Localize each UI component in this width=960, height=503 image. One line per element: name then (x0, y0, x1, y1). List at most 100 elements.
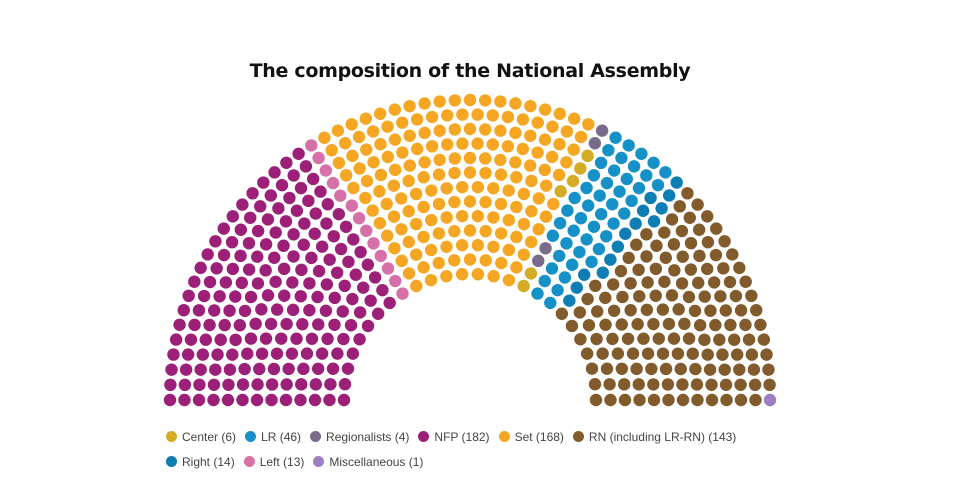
seat-dot (383, 296, 396, 310)
seat-dot (347, 233, 360, 246)
seat-dot (244, 332, 258, 345)
seat-dot (296, 318, 309, 331)
seat-dot (700, 262, 714, 276)
seat-dot (525, 235, 538, 249)
seat-dot (620, 172, 634, 186)
seat-dot (587, 220, 601, 233)
seat-dot (479, 254, 492, 267)
seat-dot (682, 332, 696, 345)
seat-dot (381, 150, 395, 164)
seat-dot (433, 153, 446, 167)
seat-dot (494, 197, 508, 211)
seat-dot (380, 197, 393, 211)
seat-dot (487, 270, 500, 283)
seat-dot (323, 393, 336, 407)
seat-dot (287, 169, 300, 182)
seat-dot (525, 174, 538, 188)
seat-dot (341, 362, 355, 375)
seat-dot (244, 211, 257, 224)
seat-dot (587, 169, 601, 182)
seat-dot (374, 249, 387, 263)
seat-dot (698, 290, 711, 303)
seat-dot (305, 332, 319, 345)
seat-dot (285, 347, 299, 360)
seat-dot (609, 131, 622, 144)
seat-dot (749, 393, 762, 407)
seat-dot (658, 275, 671, 288)
seat-dot (315, 240, 329, 253)
seat-dot (194, 363, 207, 376)
seat-dot (298, 217, 311, 230)
seat-dot (614, 264, 628, 278)
seat-dot (611, 347, 625, 360)
seat-dot (580, 347, 594, 360)
seat-dot (182, 289, 195, 303)
seat-dot (525, 205, 538, 218)
seat-dot (311, 362, 325, 375)
seat-dot (502, 213, 515, 227)
seat-dot (395, 192, 408, 205)
seat-dot (728, 333, 741, 346)
seat-dot (714, 290, 727, 303)
seat-dot (197, 289, 211, 303)
seat-dot (279, 215, 293, 228)
seat-dot (486, 109, 499, 122)
seat-dot (455, 268, 469, 281)
seat-dot (471, 137, 484, 150)
seat-dot (223, 304, 236, 317)
seat-dot (656, 303, 670, 316)
seat-dot (463, 166, 477, 179)
seat-dot (471, 108, 484, 121)
seat-dot (621, 332, 635, 345)
seat-dot (209, 235, 222, 248)
seat-dot (574, 333, 587, 346)
seat-dot (286, 303, 300, 317)
seat-dot (367, 156, 380, 169)
seat-dot (432, 256, 445, 270)
seat-dot (319, 164, 333, 177)
seat-dot (762, 363, 775, 376)
seat-dot (494, 95, 507, 108)
seat-dot (665, 213, 679, 226)
seat-dot (641, 347, 655, 360)
seat-dot (553, 107, 567, 120)
seat-dot (279, 393, 293, 407)
seat-dot (441, 109, 454, 122)
seat-dot (194, 261, 207, 275)
seat-dot (425, 213, 438, 227)
seat-dot (662, 393, 675, 407)
seat-dot (294, 290, 307, 303)
seat-dot (409, 217, 423, 231)
seat-dot (618, 393, 632, 407)
seat-dot (693, 249, 706, 263)
seat-dot (339, 169, 353, 182)
seat-dot (455, 239, 469, 252)
seat-dot (524, 99, 537, 113)
seat-dot (599, 291, 612, 305)
seat-dot (257, 176, 270, 189)
seat-dot (337, 393, 351, 407)
seat-dot (167, 348, 180, 361)
seat-dot (645, 362, 658, 376)
seat-dot (448, 195, 461, 209)
seat-dot (611, 240, 625, 253)
seat-dot (544, 296, 557, 310)
seat-dot (188, 318, 201, 332)
seat-dot (440, 240, 453, 253)
seat-dot (346, 292, 359, 306)
seat-dot (734, 378, 747, 391)
seat-dot (463, 122, 477, 136)
seat-dot (603, 378, 616, 391)
seat-dot (656, 347, 670, 360)
seat-dot (615, 151, 628, 165)
legend-item: LR (46) (245, 428, 301, 445)
seat-dot (178, 393, 191, 407)
seat-dot (577, 268, 591, 281)
seat-dot (626, 347, 640, 360)
seat-dot (599, 318, 612, 331)
seat-dot (181, 348, 195, 361)
seat-dot (278, 289, 291, 302)
seat-dot (425, 184, 438, 197)
seat-dot (574, 211, 588, 225)
seat-dot (345, 199, 358, 212)
